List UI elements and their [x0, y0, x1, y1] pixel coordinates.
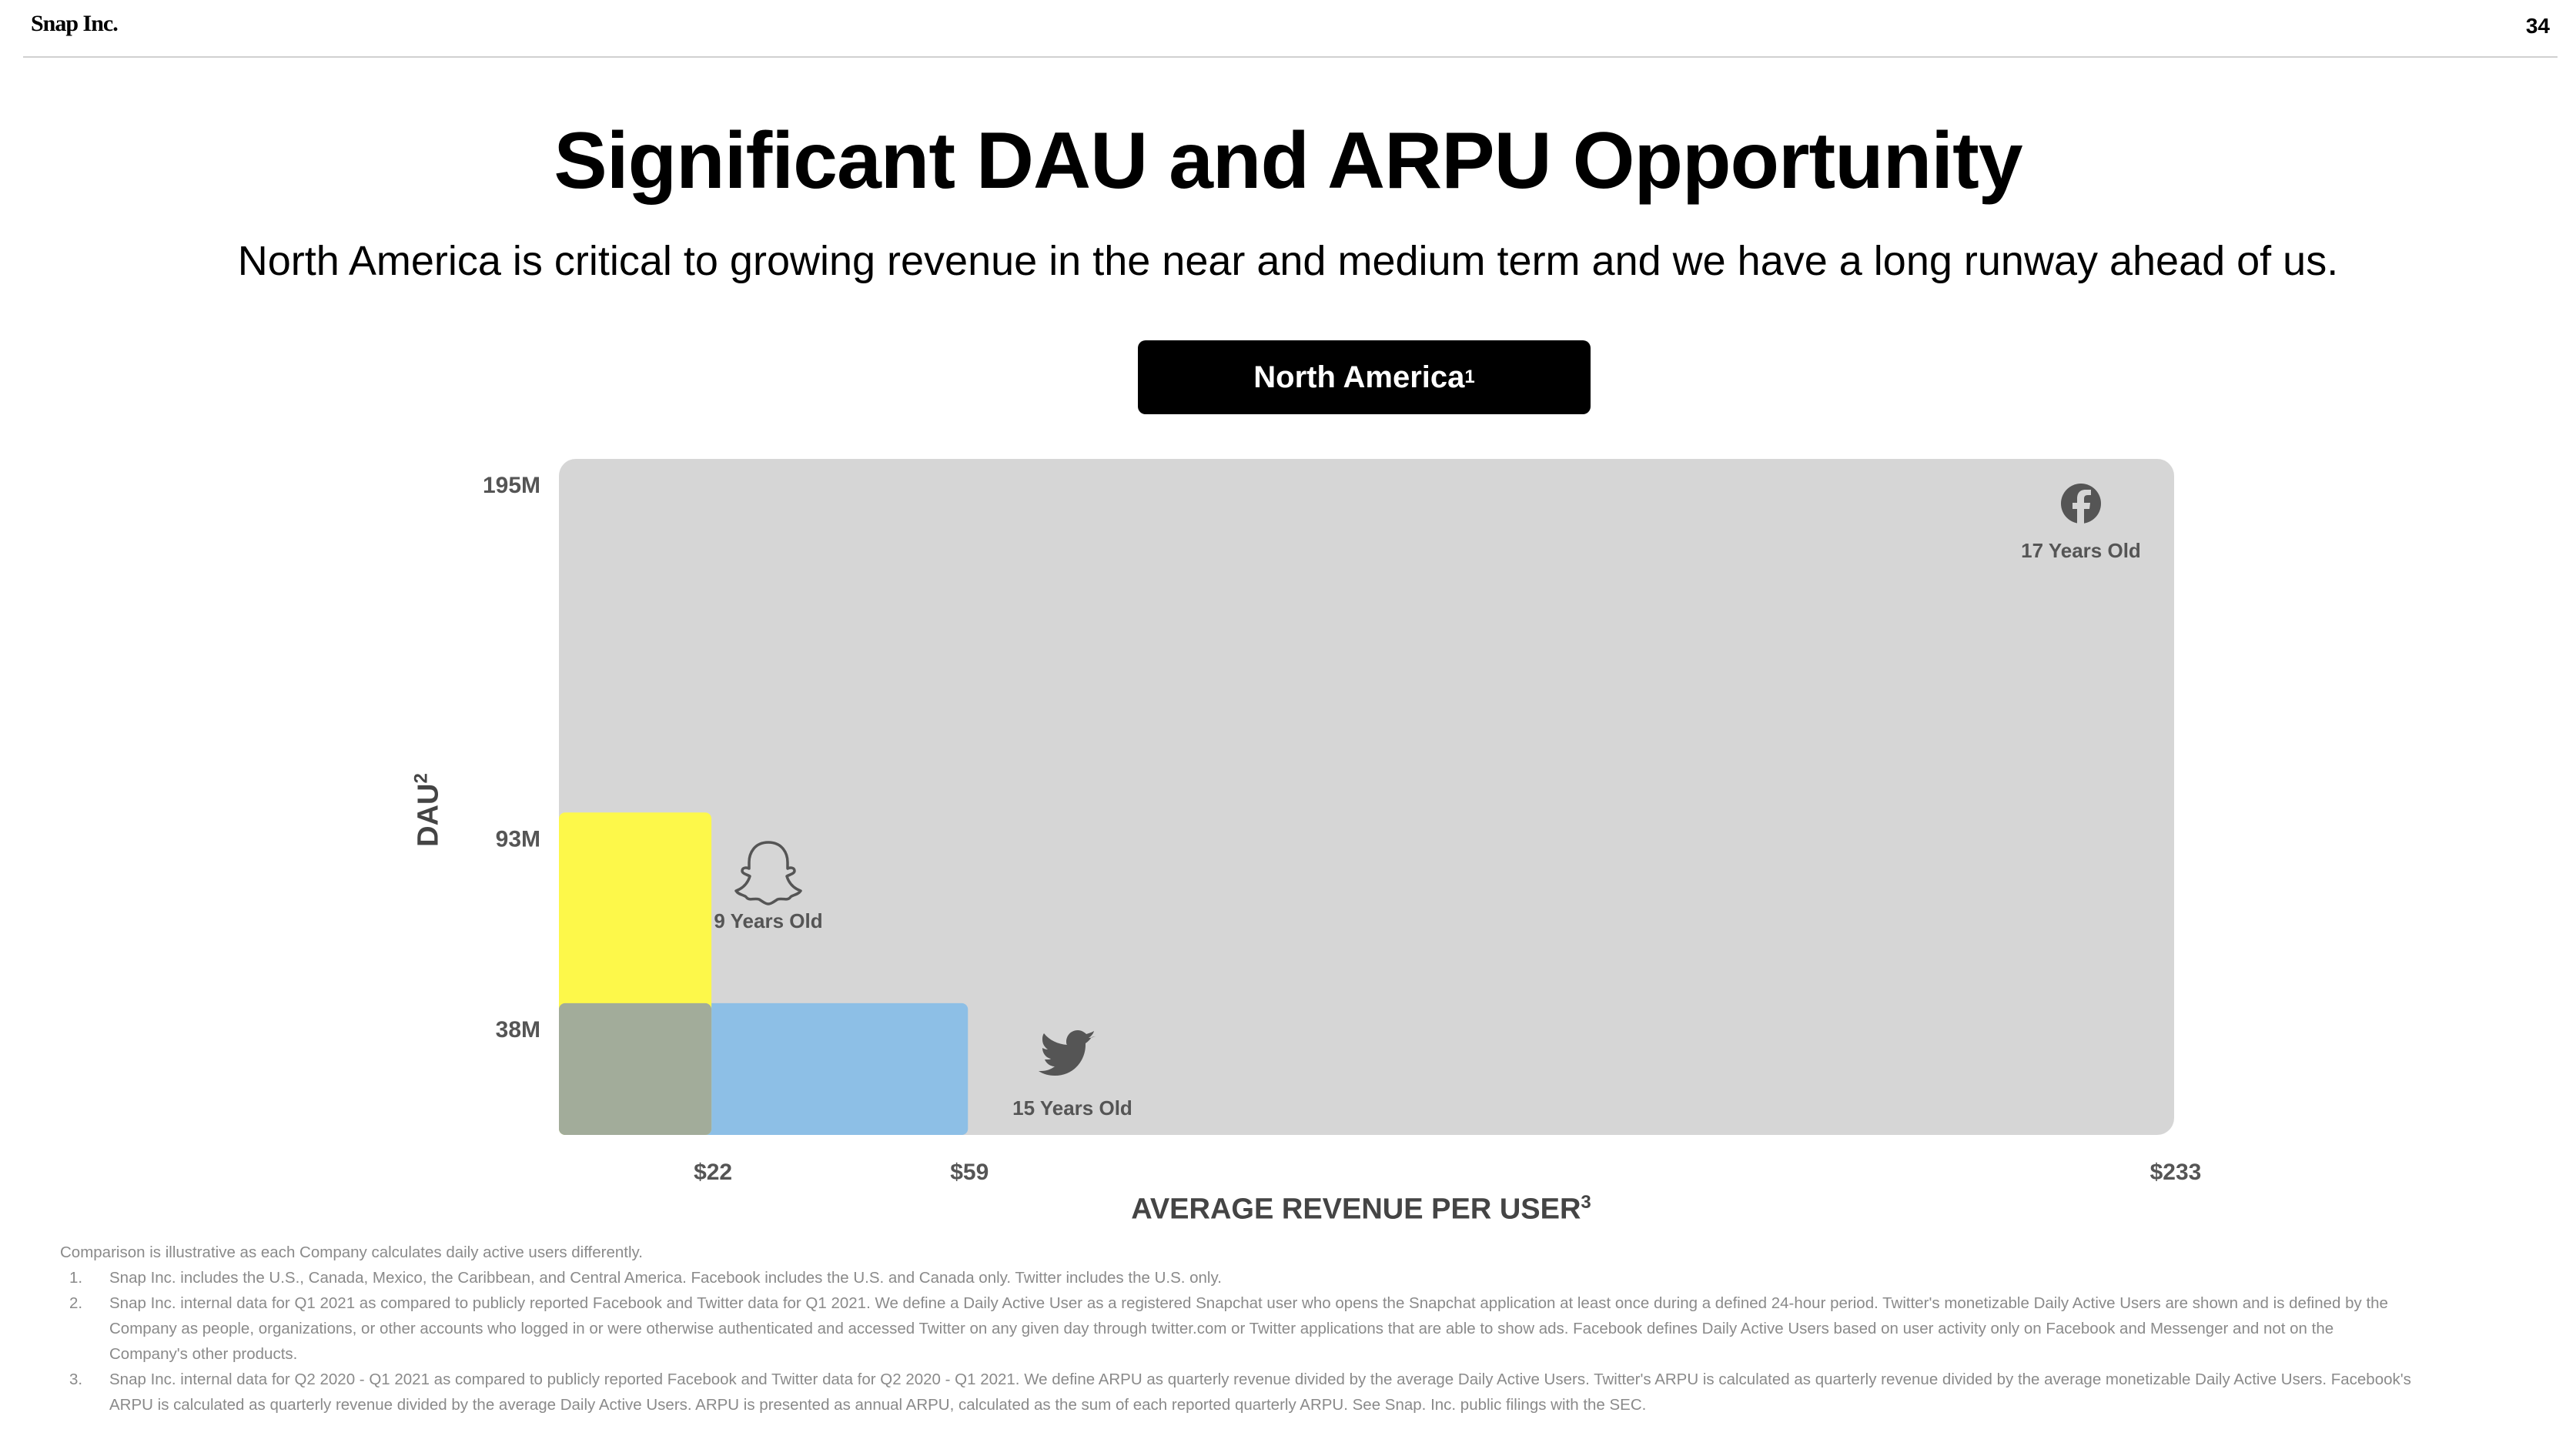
facebook-icon	[2061, 484, 2101, 524]
bar-overlap-snapchat-twitter	[559, 1002, 712, 1135]
page-subtitle: North America is critical to growing rev…	[237, 238, 2339, 284]
footnote-intro: Comparison is illustrative as each Compa…	[60, 1243, 643, 1261]
footnote-text: Snap Inc. internal data for Q1 2021 as c…	[109, 1290, 2416, 1367]
footnote-text: Snap Inc. internal data for Q2 2020 - Q1…	[109, 1367, 2416, 1418]
y-tick-label: 38M	[496, 1017, 540, 1043]
page-number: 34	[2525, 14, 2550, 38]
region-badge: North America 1	[1138, 340, 1591, 414]
page-title: Significant DAU and ARPU Opportunity	[554, 116, 2022, 206]
footnote-line: Snap Inc. internal data for Q2 2020 - Q1…	[109, 1371, 2191, 1388]
footnote-number: 2.	[69, 1294, 83, 1312]
footnote-line: only on Facebook and Messenger and not o…	[109, 1320, 2334, 1363]
x-axis-title: AVERAGE REVENUE PER USER3	[0, 1192, 2576, 1227]
y-axis-title: DAU2	[411, 773, 446, 847]
bar-facebook	[559, 459, 2174, 1135]
footnote-1: 1. Snap Inc. includes the U.S., Canada, …	[60, 1265, 2416, 1290]
footnote-line: Snap Inc. internal data for Q1 2021 as c…	[109, 1294, 2189, 1312]
twitter-icon	[1039, 1030, 1096, 1076]
x-tick-label: $59	[950, 1160, 989, 1185]
age-label-snapchat: 9 Years Old	[714, 909, 822, 932]
region-badge-footnote-ref: 1	[1464, 367, 1475, 387]
footnote-3: 3. Snap Inc. internal data for Q2 2020 -…	[60, 1367, 2416, 1418]
footnote-number: 3.	[69, 1371, 83, 1388]
region-badge-label: North America	[1253, 360, 1465, 394]
header-divider	[23, 56, 2558, 58]
y-axis-footnote-ref: 2	[410, 773, 432, 784]
y-tick-label: 93M	[496, 826, 540, 852]
footnotes: Comparison is illustrative as each Compa…	[60, 1240, 2416, 1418]
y-tick-label: 195M	[483, 473, 540, 498]
snap-inc-logo: Snap Inc.	[31, 11, 119, 36]
age-label-facebook: 17 Years Old	[2021, 539, 2141, 562]
footnote-text: Snap Inc. includes the U.S., Canada, Mex…	[109, 1265, 2416, 1290]
x-axis-title-text: AVERAGE REVENUE PER USER	[1131, 1193, 1581, 1226]
x-tick-label: $233	[2150, 1160, 2202, 1185]
footnote-line: Daily Active Users. Facebook's ARPU is c…	[109, 1371, 2411, 1414]
age-label-twitter: 15 Years Old	[1012, 1096, 1132, 1120]
x-tick-label: $22	[694, 1160, 732, 1185]
snapchat-ghost-icon	[734, 841, 802, 905]
x-axis-footnote-ref: 3	[1581, 1192, 1591, 1213]
footnote-line: shown and is defined by the Company as p…	[109, 1294, 2388, 1337]
footnote-2: 2. Snap Inc. internal data for Q1 2021 a…	[60, 1290, 2416, 1367]
footnote-number: 1.	[69, 1269, 83, 1287]
footnote-line: Snap Inc. includes the U.S., Canada, Mex…	[109, 1269, 1222, 1287]
y-axis-title-text: DAU	[412, 783, 445, 847]
